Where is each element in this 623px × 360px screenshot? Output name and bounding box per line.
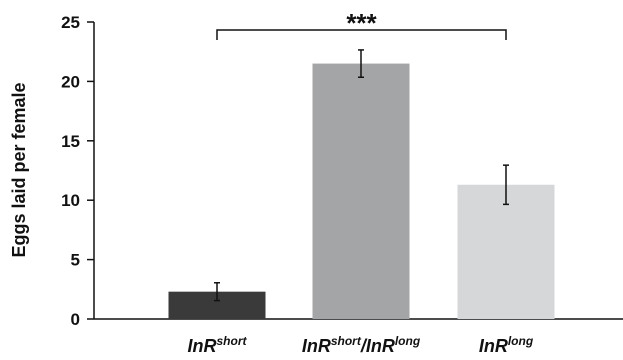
category-label: InRshort/InRlong: [302, 334, 421, 356]
significance-bracket: ***: [216, 8, 507, 40]
y-tick-label: 10: [61, 191, 80, 210]
y-ticks: 0 5 10 15 20 25: [61, 13, 94, 329]
y-axis-label: Eggs laid per female: [9, 82, 29, 257]
bars: [168, 63, 555, 319]
bar: [312, 63, 410, 319]
y-tick-label: 25: [61, 13, 80, 32]
y-axis: 0 5 10 15 20 25 Eggs laid per female: [9, 13, 95, 329]
y-tick-label: 0: [71, 310, 80, 329]
category-labels: InRshort InRshort/InRlong InRlong: [188, 334, 534, 356]
category-label: InRshort: [188, 334, 248, 356]
bar: [457, 184, 555, 319]
bracket-line: [216, 29, 507, 40]
y-tick-label: 15: [61, 132, 80, 151]
significance-label: ***: [346, 8, 377, 38]
y-tick-label: 20: [61, 72, 80, 91]
y-tick-label: 5: [71, 251, 80, 270]
error-bars: [214, 49, 509, 302]
category-label: InRlong: [479, 334, 534, 356]
